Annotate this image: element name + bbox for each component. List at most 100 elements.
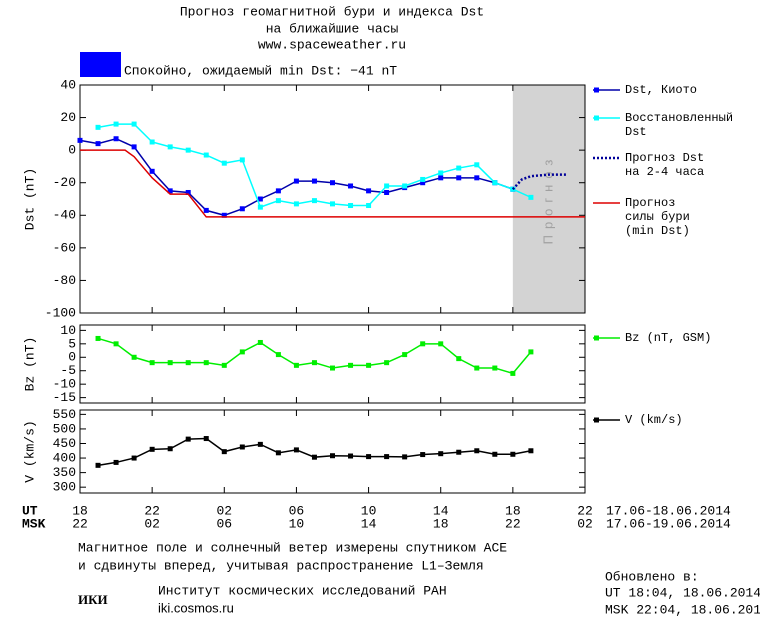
point <box>239 206 245 212</box>
point <box>203 152 209 158</box>
point <box>203 360 209 366</box>
point <box>185 189 191 195</box>
y-tick-label: -5 <box>60 363 76 378</box>
url: www.spaceweather.ru <box>258 37 406 52</box>
point <box>77 137 83 143</box>
point <box>185 360 191 366</box>
series-line <box>511 173 567 191</box>
point <box>384 183 390 189</box>
legend-label: Прогноз силы бури (min Dst) <box>625 196 690 238</box>
point <box>131 121 137 127</box>
point <box>348 453 354 459</box>
point <box>474 162 480 168</box>
point <box>275 352 281 358</box>
y-axis-label: Bz (nT) <box>22 337 37 392</box>
point <box>113 121 119 127</box>
subtitle: на ближайшие часы <box>266 21 399 36</box>
point <box>438 170 444 176</box>
point <box>221 449 227 455</box>
legend-label: Dst, Киото <box>625 83 698 97</box>
point <box>366 362 372 368</box>
point <box>221 362 227 368</box>
updated: UT 18:04, 18.06.2014 <box>605 585 760 600</box>
institute: Институт космических исследований РАН <box>158 583 447 598</box>
point <box>185 436 191 442</box>
point <box>185 147 191 153</box>
legend-label: Прогноз Dst на 2-4 часа <box>625 151 705 179</box>
point <box>203 436 209 442</box>
plot-frame <box>79 84 586 314</box>
point <box>95 141 101 147</box>
point <box>311 360 317 366</box>
point <box>348 183 354 189</box>
point <box>366 203 372 209</box>
point <box>257 441 263 447</box>
y-tick-label: 0 <box>68 143 76 158</box>
point <box>293 201 299 207</box>
x-tick-label: 02 <box>216 503 232 518</box>
point <box>113 136 119 142</box>
legend-label: V (km/s) <box>625 413 683 427</box>
x-tick-label: 10 <box>289 516 305 531</box>
point <box>95 124 101 130</box>
legend-label: Bz (nT, GSM) <box>625 331 712 345</box>
point <box>293 178 299 184</box>
row-label: UT <box>22 503 38 518</box>
x-tick-label: 22 <box>72 516 88 531</box>
point <box>131 144 137 150</box>
y-tick-label: 500 <box>53 421 76 436</box>
y-tick-label: 0 <box>68 350 76 365</box>
y-axis-label: Dst (nT) <box>22 168 37 230</box>
logo: ИКИ <box>78 592 108 607</box>
point <box>275 198 281 204</box>
y-tick-label: -20 <box>53 175 76 190</box>
point <box>149 168 155 174</box>
legend-label: Восстановленный Dst <box>625 111 734 139</box>
point <box>420 180 426 186</box>
plot-frame <box>79 409 586 494</box>
series-line <box>97 123 532 209</box>
y-axis-label: V (km/s) <box>22 420 37 482</box>
date-range: 17.06-19.06.2014 <box>606 516 731 531</box>
note: и сдвинуты вперед, учитывая распростране… <box>78 558 484 573</box>
y-tick-label: 450 <box>53 436 76 451</box>
y-tick-label: -40 <box>53 208 76 223</box>
point <box>167 360 173 366</box>
point <box>311 454 317 460</box>
y-tick-label: 400 <box>53 450 76 465</box>
point <box>492 451 498 457</box>
point <box>384 189 390 195</box>
series-line <box>97 337 532 375</box>
x-tick-label: 18 <box>72 503 88 518</box>
y-tick-label: -80 <box>53 273 76 288</box>
x-tick-label: 18 <box>433 516 449 531</box>
point <box>131 455 137 461</box>
point <box>492 180 498 186</box>
status-box <box>80 52 121 77</box>
point <box>456 175 462 181</box>
point <box>402 454 408 460</box>
x-tick-label: 14 <box>433 503 449 518</box>
point <box>257 204 263 210</box>
point <box>113 341 119 347</box>
point <box>384 454 390 460</box>
point <box>311 178 317 184</box>
point <box>95 335 101 341</box>
updated: MSK 22:04, 18.06.2014 <box>605 602 760 617</box>
x-tick-label: 02 <box>577 516 593 531</box>
forecast-label: Прогноз <box>540 154 555 245</box>
y-tick-label: -60 <box>53 240 76 255</box>
site: iki.cosmos.ru <box>158 600 234 615</box>
title: Прогноз геомагнитной бури и индекса Dst <box>180 4 484 19</box>
plot-frame <box>79 324 586 404</box>
point <box>438 175 444 181</box>
forecast-band <box>512 85 585 313</box>
point <box>149 139 155 145</box>
series-line <box>97 437 532 467</box>
y-tick-label: 20 <box>60 110 76 125</box>
y-tick-label: -10 <box>53 377 76 392</box>
point <box>456 356 462 362</box>
point <box>456 165 462 171</box>
point <box>239 157 245 163</box>
